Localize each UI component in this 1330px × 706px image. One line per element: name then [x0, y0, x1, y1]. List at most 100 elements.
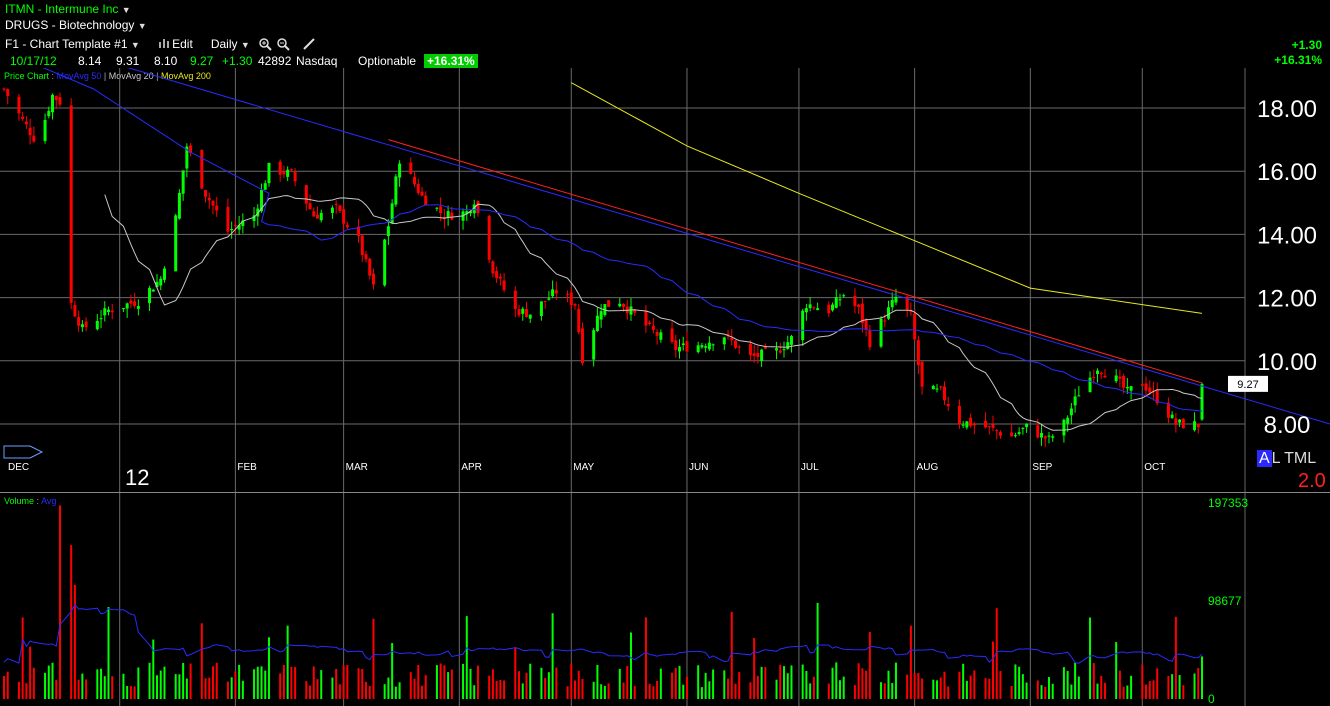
volume-bar: [753, 638, 756, 699]
volume-bar: [503, 680, 506, 699]
volume-chart[interactable]: 197353 98677 0: [0, 493, 1330, 706]
volume-bar: [917, 672, 920, 699]
volume-bar: [159, 670, 162, 699]
volume-bar: [607, 683, 610, 699]
candle-body: [528, 314, 532, 319]
volume-bar: [133, 686, 136, 699]
candle-body: [151, 289, 155, 292]
interval-selector[interactable]: Daily ▼: [211, 37, 250, 51]
candle-body: [289, 169, 293, 171]
chevron-down-icon[interactable]: ▼: [121, 5, 131, 15]
candle-body: [1118, 376, 1122, 379]
volume-bar: [913, 673, 916, 699]
volume-bar: [921, 678, 924, 699]
x-tick-label: JUN: [689, 462, 708, 473]
candle-body: [868, 330, 872, 348]
volume-bar: [260, 666, 263, 699]
candle-body: [857, 304, 861, 307]
zoom-in-icon[interactable]: [258, 37, 272, 51]
candle-body: [256, 208, 260, 217]
candle-body: [1047, 435, 1051, 437]
ma20-line: [104, 194, 1203, 431]
candle-body: [763, 345, 767, 349]
candle-body: [554, 290, 558, 294]
candle-body: [43, 119, 47, 142]
chevron-down-icon: ▼: [130, 40, 140, 50]
volume-bar: [652, 686, 655, 699]
volume-bar: [58, 505, 61, 699]
candle-body: [860, 303, 864, 324]
candle-body: [629, 306, 633, 315]
candle-body: [842, 295, 846, 297]
volume-bar: [1096, 683, 1099, 699]
volume-bar: [267, 637, 270, 699]
volume-bar: [286, 625, 289, 699]
volume-bar: [469, 668, 472, 699]
candle-body: [394, 176, 398, 205]
y-tick-label: 16.00: [1257, 159, 1317, 186]
quote-volume: 42892: [258, 54, 292, 68]
candle-body: [972, 424, 976, 426]
chevron-down-icon: ▼: [137, 21, 147, 31]
candle-body: [524, 309, 528, 317]
candle-body: [1092, 377, 1096, 379]
edit-button[interactable]: Edit: [158, 37, 193, 51]
template-selector[interactable]: F1 - Chart Template #1 ▼: [5, 37, 140, 51]
volume-bar: [1066, 670, 1069, 699]
candle-body: [539, 301, 543, 316]
draw-pen-icon[interactable]: [302, 37, 316, 51]
quote-exchange: Nasdaq: [296, 54, 338, 68]
volume-bar: [163, 666, 166, 699]
volume-bar: [648, 683, 651, 699]
candle-body: [722, 337, 726, 345]
candle-body: [965, 421, 969, 428]
candle-body: [360, 235, 364, 256]
candle-body: [648, 322, 652, 325]
candle-body: [77, 317, 81, 326]
candle-body: [398, 163, 402, 178]
al-badge[interactable]: A: [1257, 450, 1272, 467]
quote-change-pct-badge: +16.31%: [424, 54, 478, 68]
x-tick-label: JUL: [801, 462, 819, 473]
candle-body: [577, 308, 581, 333]
volume-bar: [603, 685, 606, 699]
candle-body: [125, 303, 129, 309]
last-price-tag-label: 9.27: [1237, 379, 1258, 391]
volume-bar: [965, 680, 968, 699]
volume-bar: [1014, 664, 1017, 699]
candle-body: [678, 346, 682, 352]
candle-body: [696, 345, 700, 353]
candle-body: [159, 278, 163, 286]
volume-bar: [962, 663, 965, 699]
candle-body: [883, 320, 887, 322]
chevron-down-icon: ▼: [240, 40, 250, 50]
volume-bar: [211, 666, 214, 699]
candle-body: [1178, 419, 1182, 423]
volume-bar: [723, 670, 726, 699]
volume-bar: [413, 678, 416, 699]
sector-selector[interactable]: DRUGS - Biotechnology ▼: [5, 18, 147, 32]
candle-body: [595, 315, 599, 331]
volume-bar: [764, 667, 767, 699]
candle-body: [775, 348, 779, 351]
volume-bar: [320, 670, 323, 699]
candle-body: [1096, 370, 1100, 374]
volume-bar: [234, 671, 237, 699]
volume-bar: [17, 681, 20, 699]
candle-body: [230, 229, 234, 231]
candle-body: [148, 287, 152, 304]
zoom-out-icon[interactable]: [276, 37, 290, 51]
volume-bar: [838, 680, 841, 699]
candle-body: [946, 403, 950, 407]
price-chart[interactable]: 9.27 18.00 16.00 14.00 12.00 10.00 8.00 DEC FEB…: [0, 68, 1330, 492]
volume-bar: [122, 673, 125, 699]
candle-body: [607, 300, 611, 307]
volume-bar: [1077, 676, 1080, 699]
volume-bar: [909, 625, 912, 699]
candle-body: [409, 162, 413, 175]
candle-body: [592, 330, 596, 360]
candle-body: [778, 350, 782, 353]
candle-body: [28, 127, 32, 136]
candle-body: [991, 424, 995, 428]
candle-body: [364, 254, 368, 260]
